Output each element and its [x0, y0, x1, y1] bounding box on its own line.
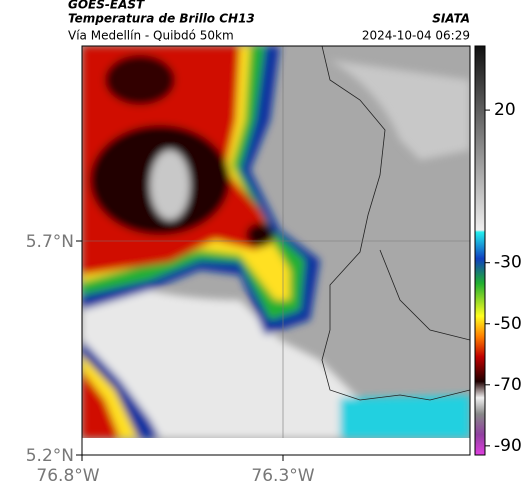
org: SIATA: [432, 12, 470, 26]
lat-label: 5.7°N: [26, 232, 74, 252]
subtitle: Vía Medellín - Quibdó 50km: [68, 29, 234, 43]
colorbar-tick-label: -30: [494, 253, 522, 273]
colorbar-tick-label: -90: [494, 436, 522, 456]
lat-label: 5.2°N: [26, 446, 74, 466]
lon-label: 76.3°W: [251, 466, 314, 486]
colorbar-tick-label: -50: [494, 314, 522, 334]
colorbar: [474, 45, 486, 456]
colorbar-tick-label: 20: [494, 100, 516, 120]
lat-ticks: [76, 240, 284, 461]
colorbar-ticks: 20 -30 -50 -70 -90: [485, 100, 522, 456]
colorbar-tick-label: -70: [494, 375, 522, 395]
title: Temperatura de Brillo CH13: [68, 12, 255, 26]
source: GOES-EAST: [68, 0, 145, 12]
lon-label: 76.8°W: [36, 466, 99, 486]
datetime: 2024-10-04 06:29: [362, 29, 470, 43]
satellite-image: [82, 46, 470, 438]
